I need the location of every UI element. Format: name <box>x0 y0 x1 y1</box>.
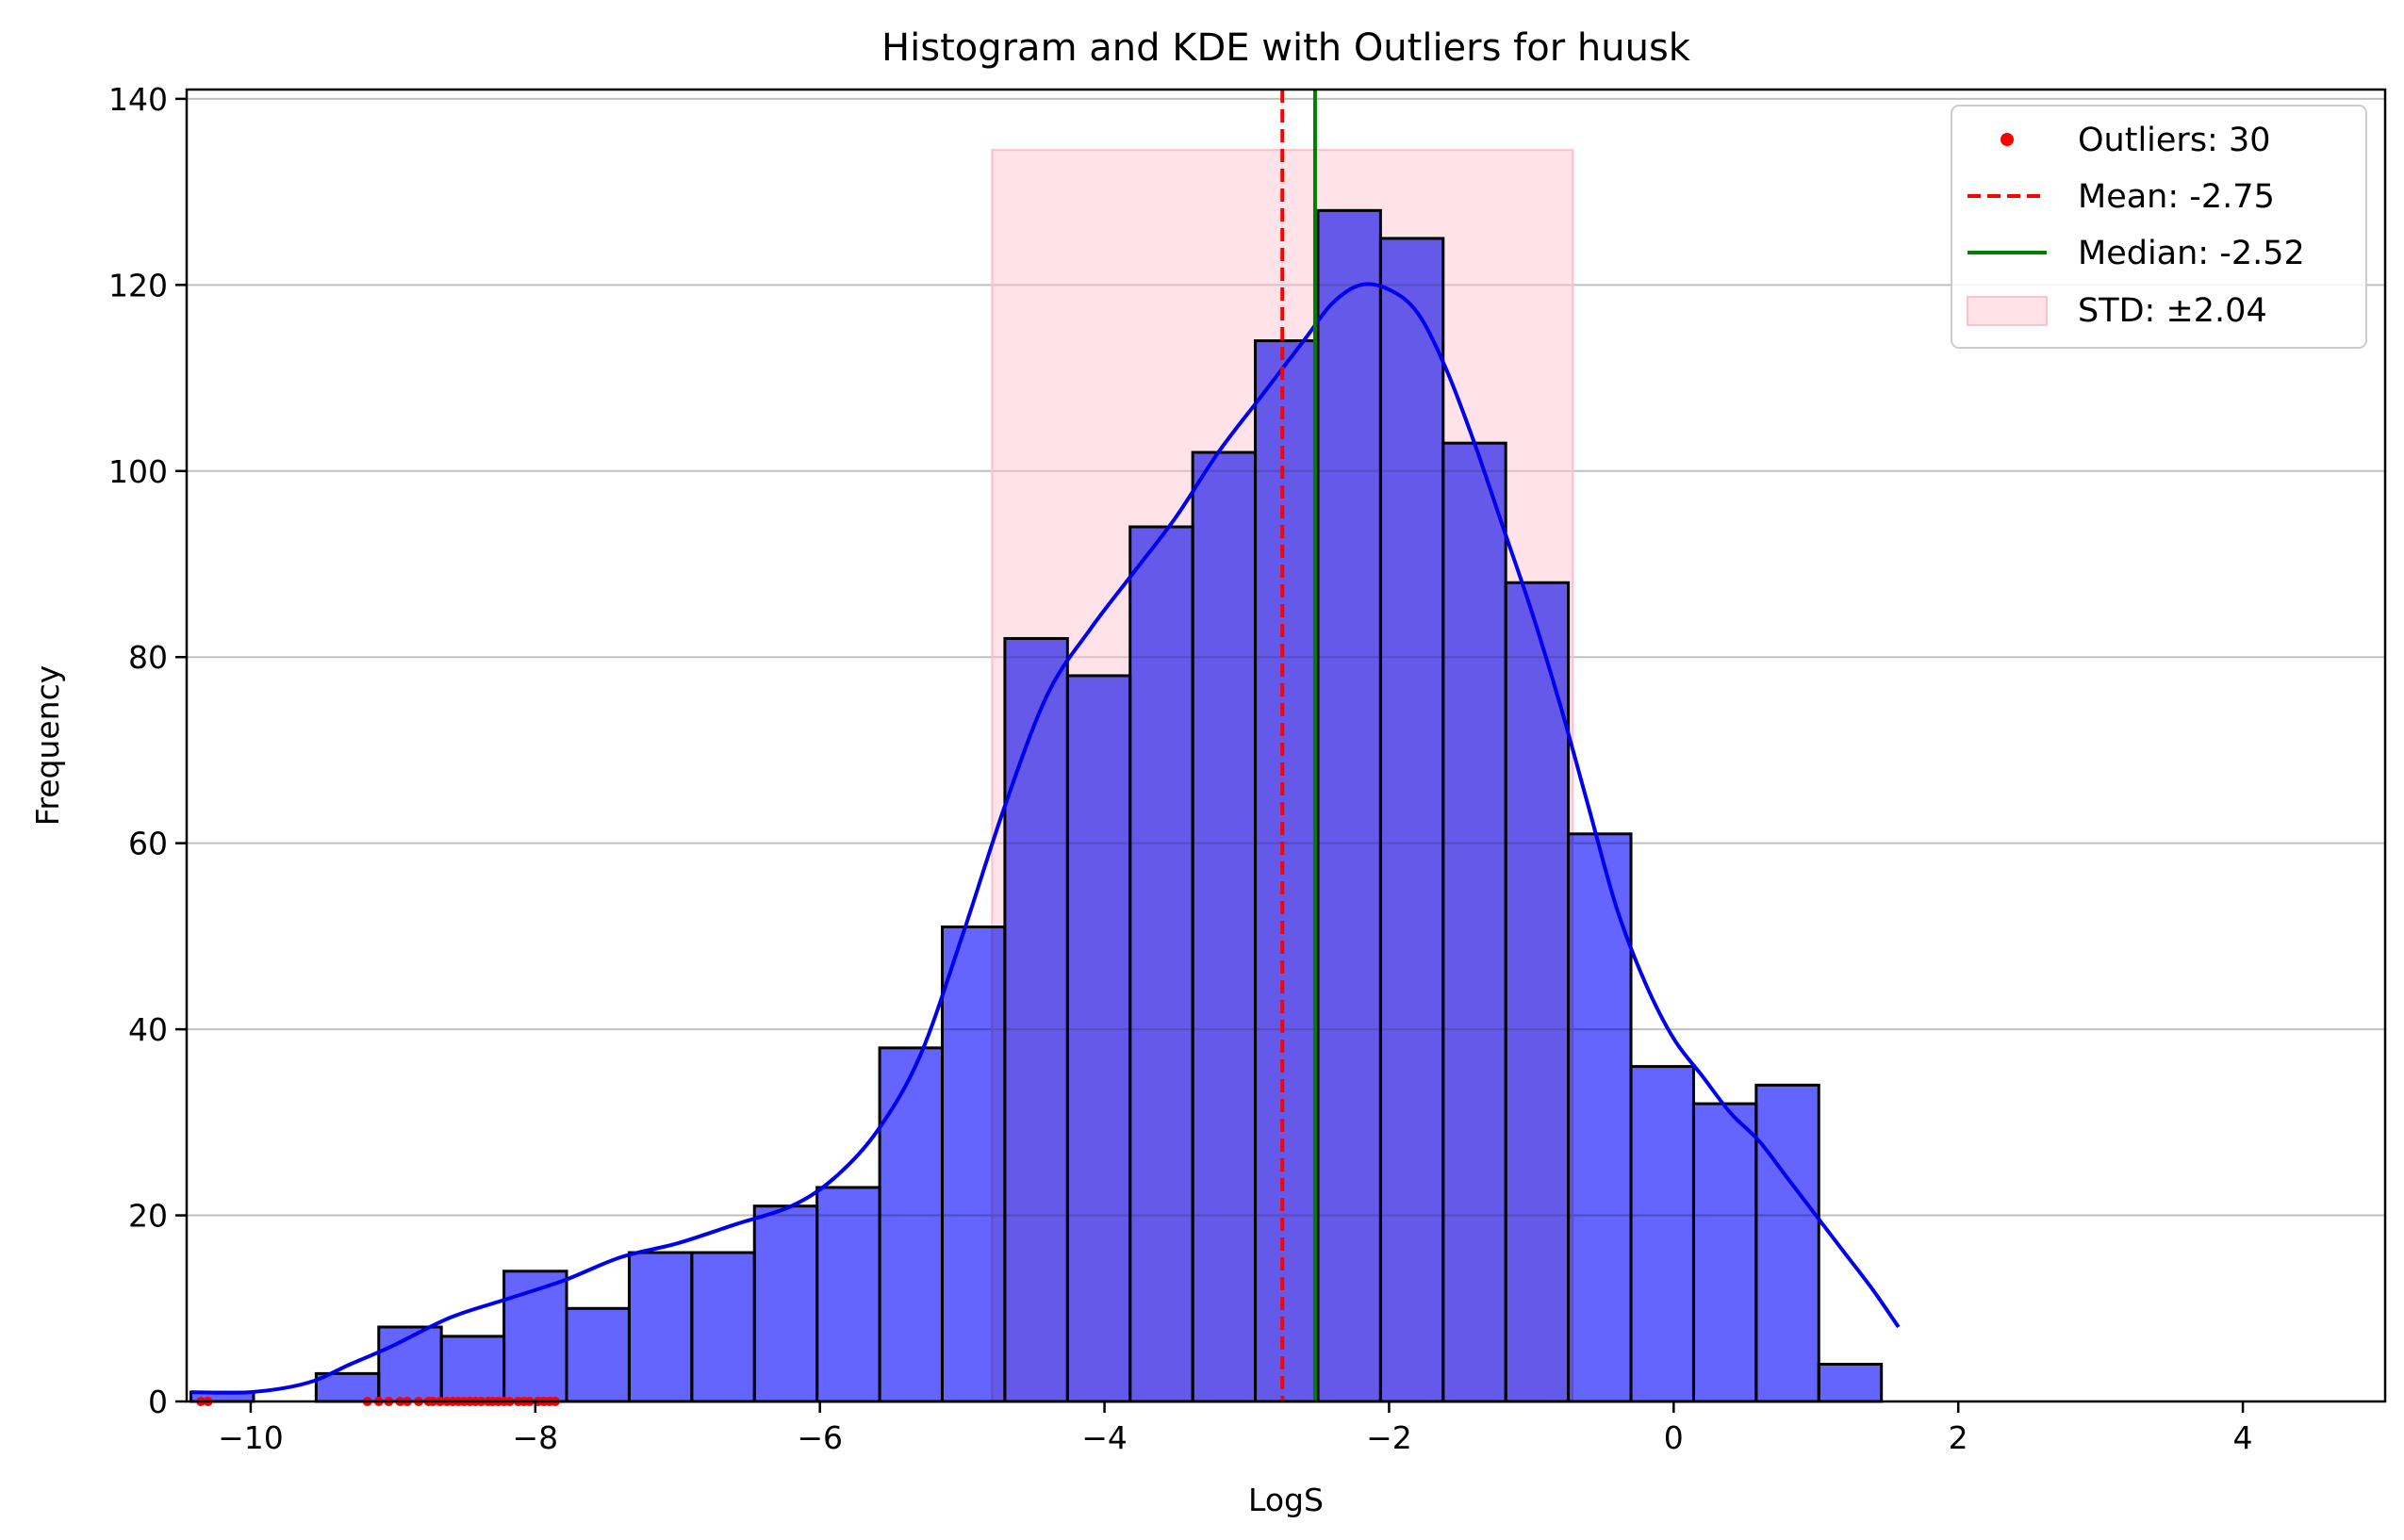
histogram-bar-21 <box>1504 581 1571 1403</box>
histogram-bars <box>189 208 1884 1403</box>
x-tick-label-4: −2 <box>1366 1419 1412 1456</box>
histogram-bar-13 <box>1003 636 1069 1403</box>
histogram-bar-4 <box>439 1335 506 1403</box>
legend-outliers-marker <box>2001 133 2014 146</box>
y-axis-label: Frequency <box>29 665 66 826</box>
histogram-bar-11 <box>878 1046 944 1403</box>
legend-frame <box>1951 105 2367 349</box>
kde-layer <box>190 282 1901 1395</box>
histogram-bar-26 <box>1817 1363 1884 1403</box>
legend-mean-label: Mean: -2.75 <box>2078 178 2275 216</box>
x-tick-label-7: 4 <box>2233 1419 2253 1456</box>
y-tick-label-7: 140 <box>108 81 168 118</box>
legend-std-swatch <box>1967 296 2048 326</box>
x-tick-label-5: 0 <box>1664 1419 1684 1456</box>
histogram-bar-22 <box>1567 832 1633 1403</box>
legend-median-label: Median: -2.52 <box>2078 235 2305 272</box>
histogram-bar-6 <box>565 1306 631 1403</box>
x-tick-label-1: −8 <box>512 1419 558 1456</box>
histogram-bar-12 <box>940 926 1007 1403</box>
y-tick-label-6: 120 <box>108 267 168 303</box>
y-axis-ticks: 0 20 40 60 80 100 120 140 <box>108 81 187 1420</box>
histogram-bar-24 <box>1691 1102 1758 1403</box>
y-tick-label-5: 100 <box>108 453 168 490</box>
y-tick-label-0: 0 <box>148 1384 168 1420</box>
chart-title: Histogram and KDE with Outliers for huus… <box>881 26 1691 70</box>
legend-std-label: STD: ±2.04 <box>2078 292 2267 330</box>
histogram-bar-23 <box>1629 1065 1695 1403</box>
kde-curve <box>190 282 1901 1395</box>
histogram-bar-14 <box>1065 674 1132 1403</box>
histogram-bar-25 <box>1754 1083 1820 1403</box>
x-tick-label-0: −10 <box>218 1419 284 1456</box>
y-tick-label-4: 80 <box>128 639 168 676</box>
y-tick-label-1: 20 <box>128 1198 168 1235</box>
histogram-bar-18 <box>1316 208 1382 1403</box>
y-tick-label-3: 60 <box>128 826 168 862</box>
histogram-bar-10 <box>815 1186 881 1403</box>
histogram-bar-17 <box>1254 339 1320 1403</box>
legend: Outliers: 30 Mean: -2.75 Median: -2.52 S… <box>1951 105 2367 349</box>
x-tick-label-2: −6 <box>797 1419 843 1456</box>
x-tick-label-3: −4 <box>1081 1419 1128 1456</box>
histogram-bar-8 <box>690 1251 756 1403</box>
histogram-bar-9 <box>752 1204 819 1403</box>
x-tick-label-6: 2 <box>1949 1419 1968 1456</box>
x-axis-ticks: −10 −8 −6 −4 −2 0 2 4 <box>218 1401 2253 1456</box>
histogram-bar-16 <box>1191 451 1258 1403</box>
histogram-bar-15 <box>1128 525 1194 1403</box>
y-tick-label-2: 40 <box>128 1011 168 1048</box>
x-axis-label: LogS <box>1248 1482 1324 1518</box>
reference-lines <box>1280 90 1317 1401</box>
histogram-bar-7 <box>627 1251 694 1403</box>
legend-outliers-label: Outliers: 30 <box>2078 122 2271 159</box>
histogram-bar-20 <box>1441 441 1507 1403</box>
histogram-bar-19 <box>1378 237 1445 1403</box>
plot-area-frame <box>185 88 2387 1403</box>
